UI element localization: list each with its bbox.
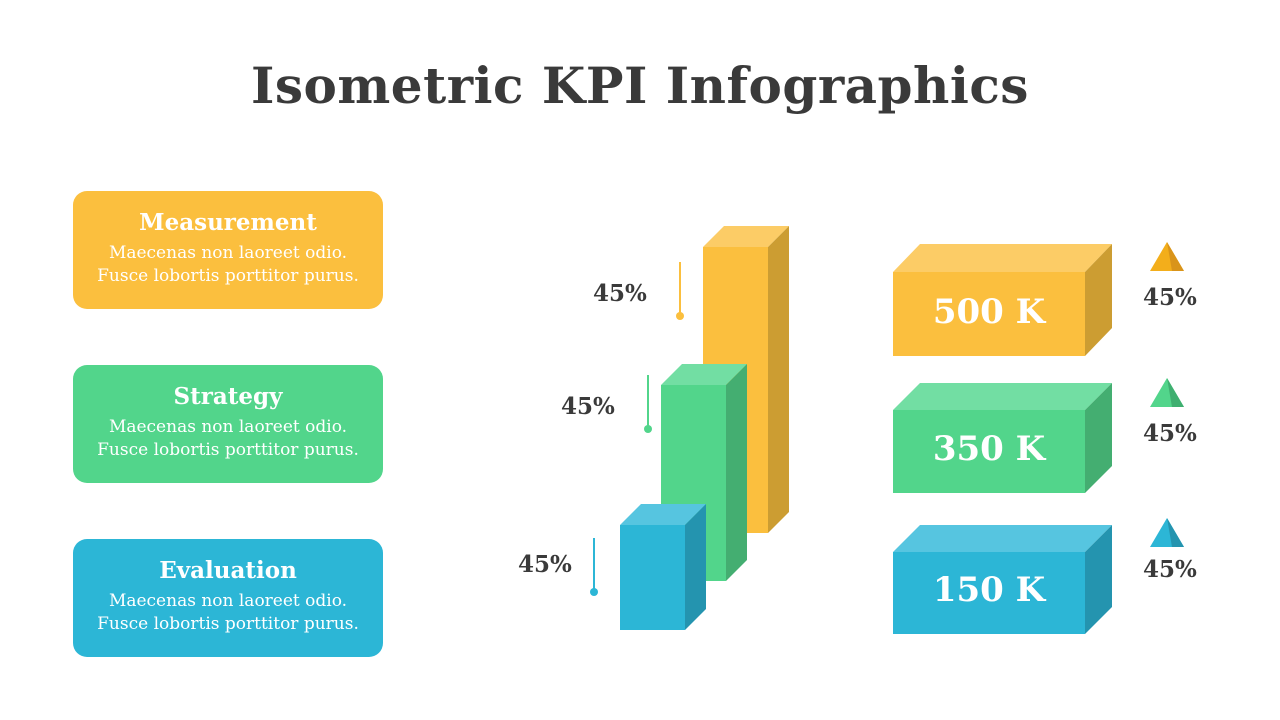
bar-yellow-side [768, 226, 789, 533]
kpi-change-green: 45% [1143, 420, 1197, 447]
pin-blue [590, 538, 598, 596]
card-text-line: Fusce lobortis porttitor purus. [97, 614, 359, 634]
kpi-box-yellow [893, 244, 1112, 356]
card-text: Maecenas non laoreet odio. Fusce loborti… [73, 590, 383, 636]
kpi-value-green: 350 K [932, 429, 1046, 469]
bar-blue-top [620, 504, 706, 525]
pin-green [644, 375, 652, 433]
kpi-box-yellow-side [1085, 244, 1112, 356]
bar-blue [620, 504, 706, 630]
kpi-value-blue: 150 K [932, 570, 1046, 610]
bar-green-top [661, 364, 747, 385]
kpi-box-blue-top [893, 525, 1112, 552]
card-title: Evaluation [159, 557, 297, 584]
card-text-line: Maecenas non laoreet odio. [108, 243, 348, 263]
kpi-change-yellow: 45% [1143, 284, 1197, 311]
pin-yellow [676, 262, 684, 320]
bar-label-yellow: 45% [593, 280, 647, 307]
kpi-box-blue [893, 525, 1112, 634]
card-text-line: Fusce lobortis porttitor purus. [97, 440, 359, 460]
kpi-box-green [893, 383, 1112, 493]
card-strategy: Strategy Maecenas non laoreet odio. Fusc… [73, 365, 383, 483]
kpi-value-yellow: 500 K [932, 292, 1046, 332]
kpi-box-green-top [893, 383, 1112, 410]
triangle-up-icon [1150, 378, 1184, 407]
bar-blue-front [620, 525, 685, 630]
kpi-box-yellow-top [893, 244, 1112, 272]
card-text-line: Fusce lobortis porttitor purus. [97, 266, 359, 286]
kpi-box-yellow-front [893, 272, 1085, 356]
bar-label-green: 45% [561, 393, 615, 420]
bar-label-blue: 45% [518, 551, 572, 578]
card-measurement: Measurement Maecenas non laoreet odio. F… [73, 191, 383, 309]
bar-yellow-top [703, 226, 789, 247]
kpi-box-blue-side [1085, 525, 1112, 634]
bar-green-side [726, 364, 747, 581]
card-text: Maecenas non laoreet odio. Fusce loborti… [73, 242, 383, 288]
card-title: Strategy [173, 383, 283, 410]
kpi-box-green-front [893, 410, 1085, 493]
card-text-line: Maecenas non laoreet odio. [108, 417, 348, 437]
page-title: Isometric KPI Infographics [251, 56, 1029, 115]
card-text: Maecenas non laoreet odio. Fusce loborti… [73, 416, 383, 462]
triangle-up-icon [1150, 518, 1184, 547]
kpi-change-blue: 45% [1143, 556, 1197, 583]
card-title: Measurement [139, 209, 317, 236]
kpi-box-blue-front [893, 552, 1085, 634]
card-evaluation: Evaluation Maecenas non laoreet odio. Fu… [73, 539, 383, 657]
kpi-box-green-side [1085, 383, 1112, 493]
triangle-up-icon [1150, 242, 1184, 271]
bar-blue-side [685, 504, 706, 630]
card-text-line: Maecenas non laoreet odio. [108, 591, 348, 611]
